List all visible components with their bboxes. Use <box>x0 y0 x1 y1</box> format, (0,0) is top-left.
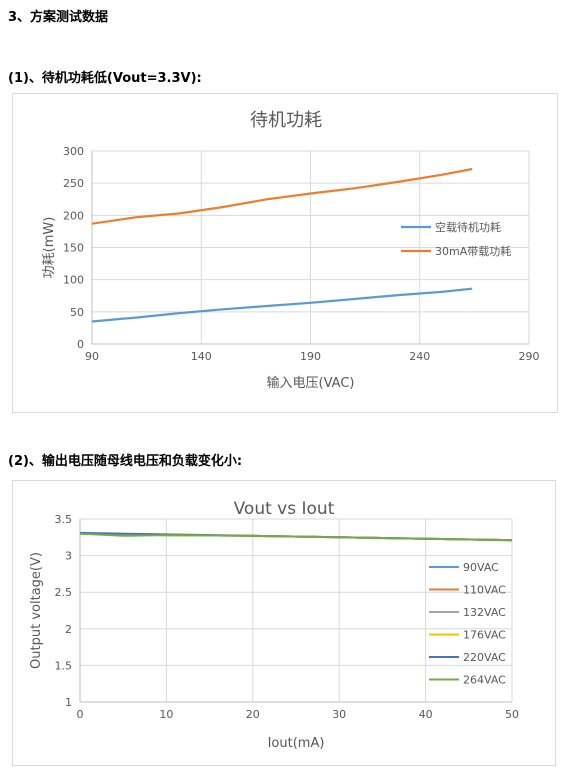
y-tick-label: 1.5 <box>55 659 73 672</box>
x-axis-label: 输入电压(VAC) <box>267 375 355 391</box>
chart-vout-vs-iout: Vout vs Iout 1 1.5 2 2.5 3 3.5 0 10 20 30 40 50 Iout(… <box>12 480 556 766</box>
legend-label: 220VAC <box>463 651 506 664</box>
series-line <box>91 287 473 323</box>
y-tick-label: 0 <box>77 338 84 351</box>
x-tick-label: 290 <box>519 350 540 363</box>
y-tick-label: 2.5 <box>55 586 73 599</box>
y-tick-label: 200 <box>63 209 84 222</box>
series-line <box>79 532 513 542</box>
legend-label: 176VAC <box>463 629 506 642</box>
y-tick-label: 150 <box>63 242 84 255</box>
subheading-output-voltage: (2)、输出电压随母线电压和负载变化小: <box>8 454 243 469</box>
y-tick-label: 1 <box>65 696 72 709</box>
y-tick-label: 3 <box>65 550 72 563</box>
legend-label: 空载待机功耗 <box>435 220 501 234</box>
x-tick-label: 0 <box>77 708 84 721</box>
y-tick-label: 250 <box>63 177 84 190</box>
section-heading: 3、方案测试数据 <box>8 10 109 25</box>
y-tick-label: 2 <box>65 623 72 636</box>
chart-standby-power: 待机功耗 0 50 100 150 200 250 300 90 140 190 240 290 输入电压… <box>12 93 558 413</box>
y-tick-label: 300 <box>63 145 84 158</box>
y-tick-label: 100 <box>63 274 84 287</box>
x-tick-label: 190 <box>300 350 321 363</box>
x-tick-label: 10 <box>159 708 173 721</box>
x-tick-label: 40 <box>419 708 433 721</box>
x-tick-label: 140 <box>191 350 212 363</box>
chart-title: 待机功耗 <box>250 110 322 131</box>
x-axis-label: Iout(mA) <box>268 736 325 751</box>
chart-standby-power-svg: 待机功耗 0 50 100 150 200 250 300 90 140 190 240 290 输入电压… <box>42 110 540 391</box>
x-tick-label: 20 <box>246 708 260 721</box>
y-tick-label: 50 <box>70 306 84 319</box>
legend-label: 264VAC <box>463 674 506 687</box>
subheading-standby-power: (1)、待机功耗低(Vout=3.3V): <box>8 71 202 86</box>
legend-label: 110VAC <box>463 584 506 597</box>
x-tick-label: 30 <box>332 708 346 721</box>
legend-label: 132VAC <box>463 606 506 619</box>
y-axis-label: 功耗(mW) <box>42 217 57 279</box>
chart-title: Vout vs Iout <box>234 499 335 519</box>
x-tick-label: 50 <box>505 708 519 721</box>
legend-label: 90VAC <box>463 561 499 574</box>
y-tick-label: 3.5 <box>55 513 73 526</box>
x-tick-label: 240 <box>409 350 430 363</box>
y-axis-label: Output voltage(V) <box>29 552 44 669</box>
series-line <box>91 167 473 225</box>
legend-label: 30mA带载功耗 <box>435 245 511 258</box>
chart-vout-vs-iout-svg: Vout vs Iout 1 1.5 2 2.5 3 3.5 0 10 20 30 40 50 Iout(… <box>29 499 519 751</box>
x-tick-label: 90 <box>85 350 99 363</box>
